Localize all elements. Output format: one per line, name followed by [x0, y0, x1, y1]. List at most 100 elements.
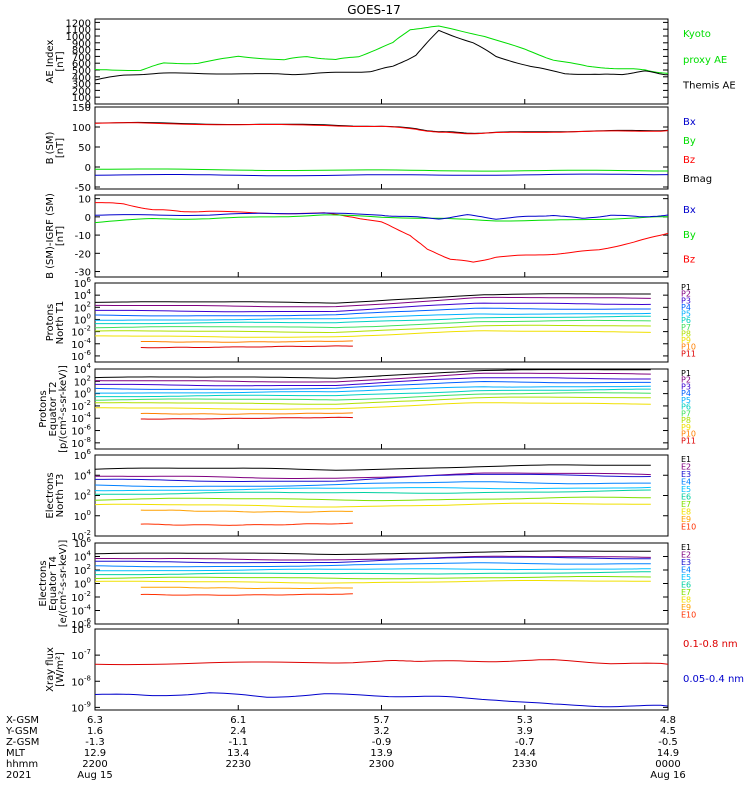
x-tick-label: 12.9 [84, 748, 106, 759]
y-tick-label: -20 [75, 249, 91, 260]
legend-item: Bz [683, 255, 695, 266]
series-line-e4 [94, 481, 651, 488]
series-line-e10 [140, 593, 353, 596]
y-tick-label: 400 [72, 73, 91, 84]
y-axis-label: B (SM)-IGRF (SM) [45, 193, 56, 279]
x-tick-label: 2330 [512, 759, 537, 770]
y-tick-label: 100 [74, 509, 91, 523]
series-line-0-1-0-8-nm [94, 659, 669, 666]
y-axis-label: [e/(cm²-s-sr-keV)] [58, 540, 69, 628]
legend-item: P4 [681, 303, 691, 312]
panel-frame [94, 106, 669, 190]
series-line-p1 [94, 293, 651, 304]
y-tick-label: 1000 [66, 32, 91, 43]
series-line-p10 [140, 340, 353, 343]
x-tick-label: -0.5 [658, 737, 678, 748]
x-axis-row-label: Z-GSM [6, 737, 39, 748]
x-tick-label: 5.7 [374, 715, 390, 726]
y-tick-label: 10-2 [71, 590, 91, 604]
y-tick-label: 800 [72, 46, 91, 57]
series-line-0-05-0-4-nm [94, 692, 669, 708]
series-line-by [94, 214, 669, 224]
series-line-p1 [94, 369, 651, 379]
series-line-bx [94, 173, 669, 177]
y-tick-label: 106 [74, 536, 92, 550]
series-line-e4 [94, 562, 651, 568]
legend-item: proxy AE [683, 55, 727, 66]
x-axis-row-label: hhmm [6, 759, 38, 770]
series-line-e7 [94, 576, 651, 580]
y-axis-label: [nT] [55, 226, 66, 246]
x-tick-label: 14.9 [657, 748, 679, 759]
y-axis-label: Xray flux [45, 647, 56, 692]
legend-item: E8 [681, 508, 691, 517]
x-axis-row-label: MLT [6, 748, 26, 759]
y-tick-label: 10-4 [71, 604, 91, 618]
series-line-p7 [94, 319, 651, 329]
y-tick-label: 0 [85, 100, 91, 111]
y-axis-label: Equator T2 [48, 382, 59, 437]
y-tick-label: 104 [74, 550, 92, 564]
legend-item: By [683, 136, 696, 147]
legend-item: E2 [681, 463, 691, 472]
series-line-e8 [94, 580, 651, 584]
legend-item: P10 [681, 343, 696, 352]
chart-title: GOES-17 [347, 3, 401, 17]
series-line-p10 [140, 412, 353, 415]
x-tick-label: -0.9 [372, 737, 392, 748]
y-tick-label: 500 [72, 66, 91, 77]
legend-item: P6 [681, 316, 691, 325]
series-line-p6 [95, 388, 651, 398]
series-line-e8 [94, 502, 651, 508]
y-tick-label: 10 [78, 195, 91, 206]
legend-item: E1 [681, 543, 691, 552]
legend-item: P1 [681, 283, 691, 292]
legend-item: E2 [681, 551, 691, 560]
series-line-e9 [140, 509, 353, 513]
x-tick-label: -1.3 [85, 737, 105, 748]
x-tick-label: 2200 [82, 759, 107, 770]
legend-item: P4 [681, 389, 691, 398]
y-axis-label: Protons [45, 304, 56, 341]
y-axis-label: B (SM) [45, 131, 56, 164]
x-tick-label: 13.4 [227, 748, 249, 759]
y-tick-label: 1200 [66, 18, 91, 29]
y-tick-label: 10-6 [71, 622, 91, 636]
y-axis-label: North T1 [55, 301, 66, 345]
series-line-e6 [95, 489, 651, 495]
legend-item: P11 [681, 349, 696, 358]
y-tick-label: -30 [75, 268, 91, 279]
series-line-by [94, 168, 668, 172]
series-line-bz [94, 122, 669, 135]
legend-item: E4 [681, 478, 691, 487]
legend-item: Themis AE [682, 81, 736, 92]
legend-item: P1 [681, 369, 691, 378]
series-line-themis-ae [94, 29, 668, 81]
y-axis-label: Equator T4 [48, 556, 59, 611]
legend-item: E5 [681, 573, 691, 582]
legend-item: Kyoto [683, 29, 711, 40]
panel-xray: 10-9 10-8 10-7 10-6 Xray flux [W/m²] [45, 622, 669, 714]
legend-item: 0.05-0.4 nm [683, 674, 744, 685]
x-tick-label: 2300 [369, 759, 394, 770]
legend-item: P5 [681, 310, 691, 319]
y-axis-label: Electrons [45, 472, 56, 518]
legend-item: E7 [681, 500, 691, 509]
panel-bigrf: B (SM)-IGRF (SM) [nT] [45, 193, 669, 279]
legend-item: E6 [681, 581, 691, 590]
series-line-e10 [140, 522, 353, 526]
series-line-p7 [94, 392, 651, 401]
panel-frame [94, 542, 669, 625]
y-tick-label: 10-9 [71, 700, 91, 714]
legend-item: P2 [681, 376, 691, 385]
panel-frame [94, 454, 669, 537]
legend-item: P9 [681, 423, 691, 432]
series-line-p2 [95, 296, 651, 308]
series-line-e2 [95, 555, 651, 561]
series-line-e7 [94, 496, 651, 502]
y-tick-label: 100 [72, 123, 91, 134]
y-tick-label: 10-7 [71, 648, 91, 662]
x-tick-label: Aug 16 [650, 770, 685, 781]
x-axis-row-label: X-GSM [6, 715, 39, 726]
legend-item: E7 [681, 588, 691, 597]
